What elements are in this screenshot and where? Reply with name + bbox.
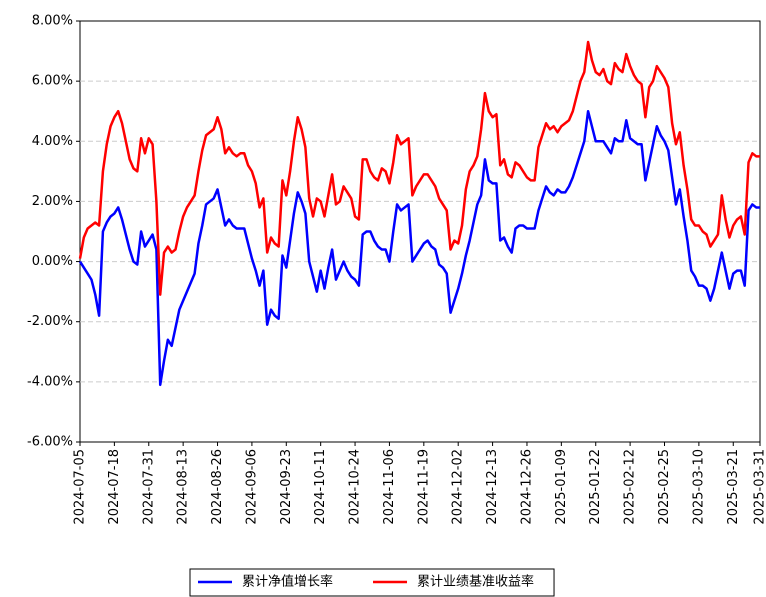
series-line	[78, 40, 760, 296]
y-tick-label: 6.00%	[32, 74, 73, 89]
x-tick-label: 2024-11-19	[416, 449, 431, 525]
legend-label: 累计业绩基准收益率	[417, 574, 534, 590]
x-tick-label: 2024-08-13	[176, 449, 191, 525]
series-line	[78, 109, 760, 387]
y-tick-label: 4.00%	[32, 134, 73, 149]
x-tick-label: 2025-03-10	[691, 449, 706, 525]
x-tick-label: 2024-07-18	[107, 449, 122, 525]
x-tick-label: 2025-02-25	[657, 449, 672, 525]
x-tick-label: 2025-01-09	[554, 449, 569, 525]
x-tick-label: 2025-03-21	[726, 449, 741, 525]
x-tick-label: 2024-11-06	[382, 449, 397, 525]
legend-label: 累计净值增长率	[242, 574, 333, 590]
x-tick-label: 2024-09-23	[279, 449, 294, 525]
x-tick-label: 2025-03-31	[753, 449, 766, 525]
x-tick-label: 2025-01-22	[588, 449, 603, 525]
x-tick-label: 2024-08-26	[210, 449, 225, 525]
x-tick-label: 2024-12-26	[519, 449, 534, 525]
x-tick-label: 2024-09-06	[244, 449, 259, 525]
legend-box	[189, 568, 555, 597]
x-tick-label: 2024-12-13	[485, 449, 500, 525]
x-tick-label: 2024-07-31	[141, 449, 156, 525]
y-tick-label: -6.00%	[27, 435, 73, 450]
x-tick-label: 2025-02-12	[623, 449, 638, 525]
x-tick-label: 2024-10-11	[313, 449, 328, 525]
x-tick-label: 2024-10-24	[348, 449, 363, 525]
y-tick-label: 8.00%	[32, 14, 73, 29]
y-tick-label: -2.00%	[27, 314, 73, 329]
y-tick-label: -4.00%	[27, 374, 73, 389]
legend: 累计净值增长率 累计业绩基准收益率	[189, 568, 555, 597]
y-tick-label: 0.00%	[32, 254, 73, 269]
x-tick-label: 2024-07-05	[73, 449, 88, 525]
x-tick-label: 2024-12-02	[451, 449, 466, 525]
y-tick-label: 2.00%	[32, 194, 73, 209]
plot-frame	[79, 20, 761, 443]
